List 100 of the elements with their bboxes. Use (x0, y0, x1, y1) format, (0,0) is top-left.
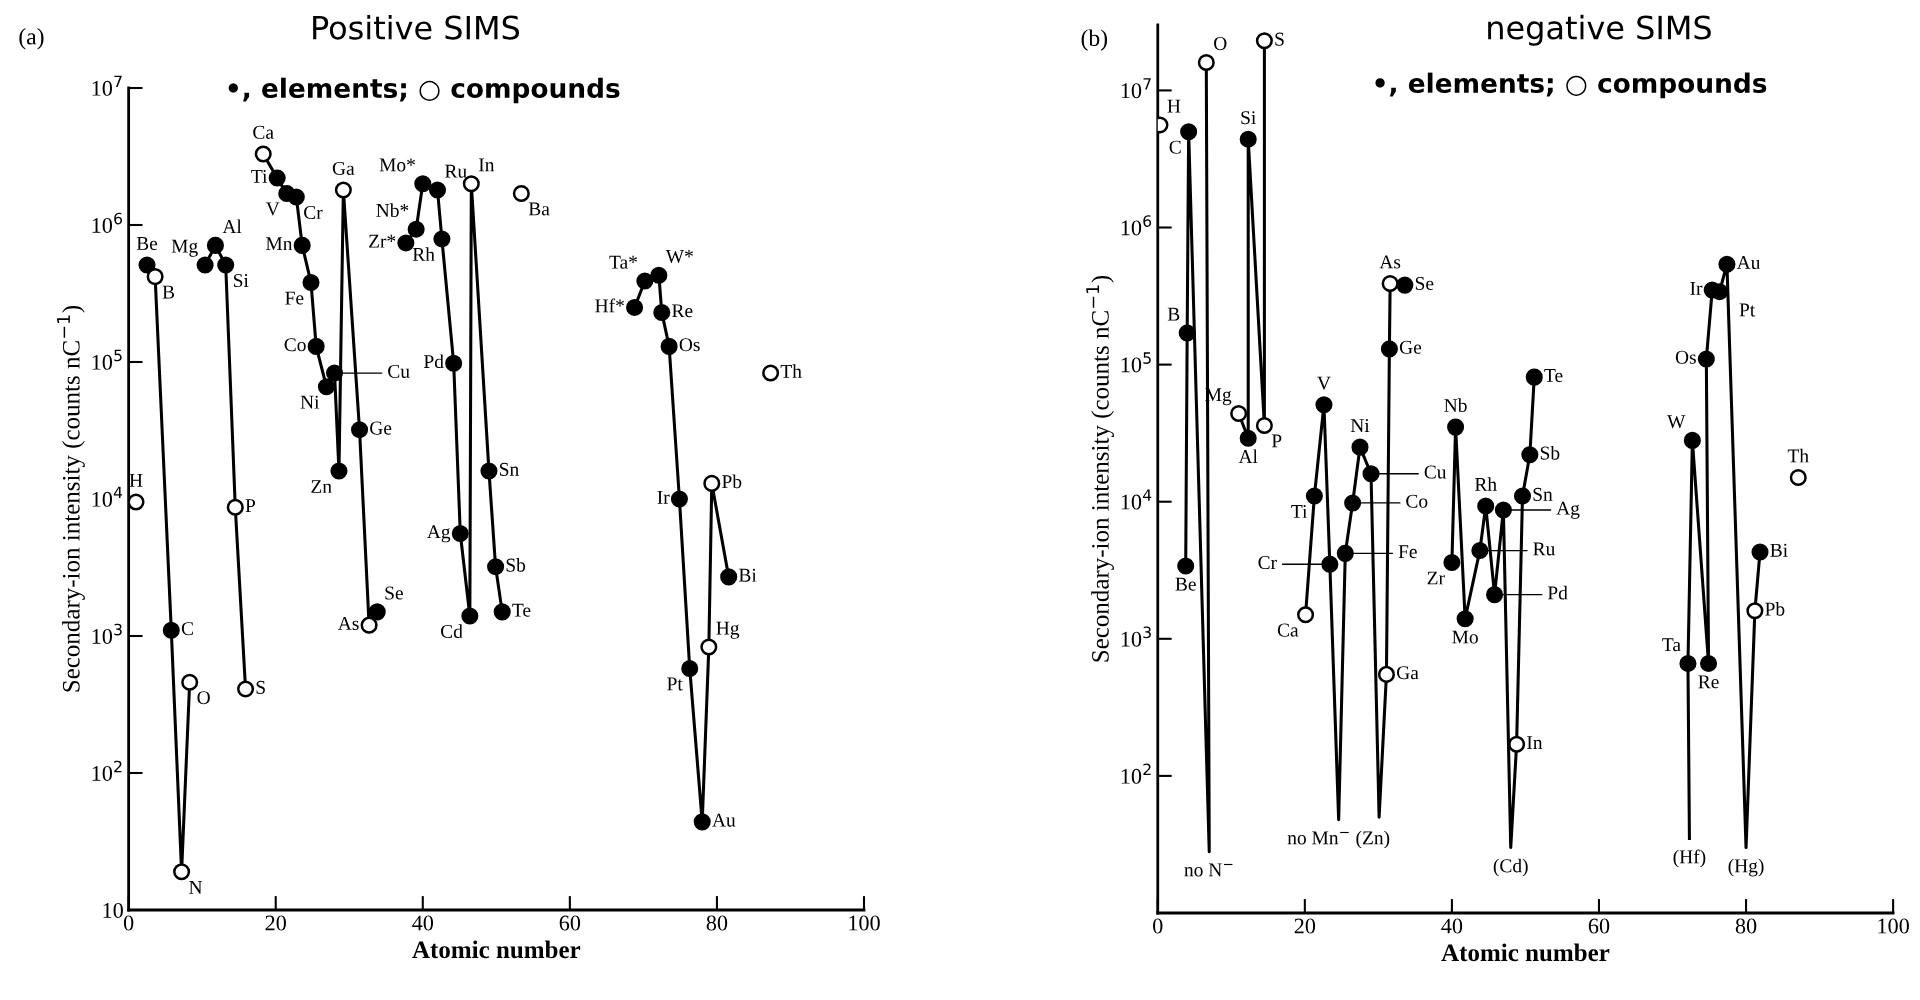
annotation: (Cd) (1493, 858, 1528, 877)
x-tick-label: 40 (1441, 918, 1463, 934)
annotation: Fe (285, 291, 304, 305)
annotation: Ni (1350, 419, 1370, 432)
annotation: Bi (738, 568, 757, 582)
annotation: Ti (1291, 504, 1308, 518)
annotation: P (245, 499, 256, 512)
annotation: Mn (266, 237, 293, 251)
chart-title: negative SIMS (1488, 14, 1711, 46)
y-tick-label: 10$^{2}$ (92, 760, 122, 781)
annotation: H (1167, 99, 1181, 113)
y-tick-label: 10$^{7}$ (1121, 78, 1151, 99)
chart-subtitle: •, elements; ○ compounds (228, 77, 620, 104)
annotation: Nb* (376, 203, 409, 218)
annotation: Ru (1533, 542, 1555, 556)
annotation: Ru (444, 164, 467, 178)
annotation: In (1527, 736, 1543, 749)
annotation: Re (672, 304, 693, 318)
annotation: Hg (716, 621, 740, 639)
x-tick-label: 80 (1735, 918, 1757, 934)
x-axis-title: Atomic number (412, 940, 581, 959)
annotation: C (1169, 140, 1181, 154)
annotation: S (1275, 32, 1284, 46)
annotation: Cr (304, 205, 323, 220)
annotation: no N$^{−}$ (1184, 863, 1233, 877)
annotation: Zn (311, 480, 332, 493)
annotation: Zr (1427, 571, 1445, 585)
annotation: Rh (412, 247, 435, 261)
annotation: Au (712, 813, 736, 827)
annotation: Ga (332, 161, 355, 175)
annotation: Re (1698, 675, 1719, 689)
annotation: N (189, 880, 203, 894)
y-tick-label: 10$^{2}$ (1121, 763, 1151, 784)
annotation: Ag (426, 525, 451, 543)
annotation: Co (1406, 494, 1428, 508)
x-tick-label: 100 (1878, 918, 1909, 934)
annotation: W (1667, 415, 1686, 429)
annotation: Pd (1547, 585, 1568, 600)
annotation: Al (222, 219, 242, 233)
y-tick-label: 10$^{4}$ (1121, 489, 1152, 510)
x-tick-label: 80 (706, 915, 728, 931)
annotation: (Hg) (1728, 858, 1764, 877)
y-axis-title: Secondary-ion intensity (counts nC$^{−1}$) (1086, 275, 1114, 662)
x-tick-label: 40 (412, 915, 434, 931)
annotation: Te (1544, 369, 1563, 383)
y-tick-label: 10$^{5}$ (1121, 352, 1151, 373)
y-tick-label: 10$^{7}$ (92, 75, 122, 96)
annotation: H (129, 474, 143, 487)
annotation: In (478, 158, 495, 172)
annotation: Ga (1396, 666, 1419, 680)
annotation: Si (233, 274, 249, 288)
annotation: Rh (1474, 477, 1497, 491)
text: (a) (19, 27, 44, 50)
annotation: Te (512, 603, 531, 617)
annotation: Cu (1424, 465, 1447, 479)
x-tick-label: 60 (559, 915, 581, 931)
y-tick-label: 10$^{3}$ (1121, 626, 1151, 647)
y-tick-label: 10$^{6}$ (92, 212, 123, 233)
annotation: Bi (1770, 543, 1788, 557)
chart-title: Positive SIMS (313, 15, 520, 40)
annotation: Si (1241, 111, 1256, 125)
annotation: Cd (441, 624, 463, 638)
annotation: Co (284, 338, 306, 352)
annotation: Sn (1533, 487, 1553, 501)
annotation: Ca (253, 125, 274, 139)
annotation: Ge (370, 421, 392, 435)
annotation: Mo* (379, 158, 415, 172)
y-tick-label: 10$^{6}$ (1121, 215, 1152, 236)
annotation: Th (780, 364, 802, 378)
x-tick-label: 0 (123, 915, 134, 931)
x-tick-label: 20 (265, 915, 286, 931)
annotation: Ni (300, 395, 320, 409)
annotation: O (197, 691, 210, 705)
annotation: Ca (1277, 623, 1299, 637)
annotation: Sb (506, 557, 526, 572)
annotation: Se (1415, 276, 1434, 290)
annotation: Pt (1739, 303, 1756, 317)
text: (b) (1081, 29, 1108, 51)
annotation: Be (136, 237, 158, 250)
annotation: V (1317, 376, 1331, 390)
y-axis-title: Secondary-ion intensity (counts nC$^{−1}$) (57, 305, 85, 692)
x-axis-title: Atomic number (1441, 943, 1610, 962)
y-tick-label: 10$^{5}$ (92, 349, 122, 370)
annotation: Be (1175, 577, 1196, 591)
text: •, elements; ○ compounds (1375, 72, 1767, 99)
annotation: B (1167, 307, 1180, 321)
annotation: W* (665, 250, 693, 264)
annotation: Pb (722, 474, 742, 489)
annotation: Cu (388, 364, 410, 378)
annotation: Nb (1444, 398, 1467, 413)
annotation: Os (1675, 350, 1696, 364)
annotation: Zr* (369, 234, 396, 248)
annotation: B (162, 285, 175, 299)
annotation: Ge (1399, 340, 1422, 354)
annotation: Sn (499, 462, 519, 476)
annotation: C (181, 622, 193, 636)
annotation: Ag (1556, 501, 1580, 519)
annotation: Sb (1540, 445, 1560, 460)
annotation: Se (385, 586, 403, 600)
annotation: Al (1238, 449, 1258, 463)
